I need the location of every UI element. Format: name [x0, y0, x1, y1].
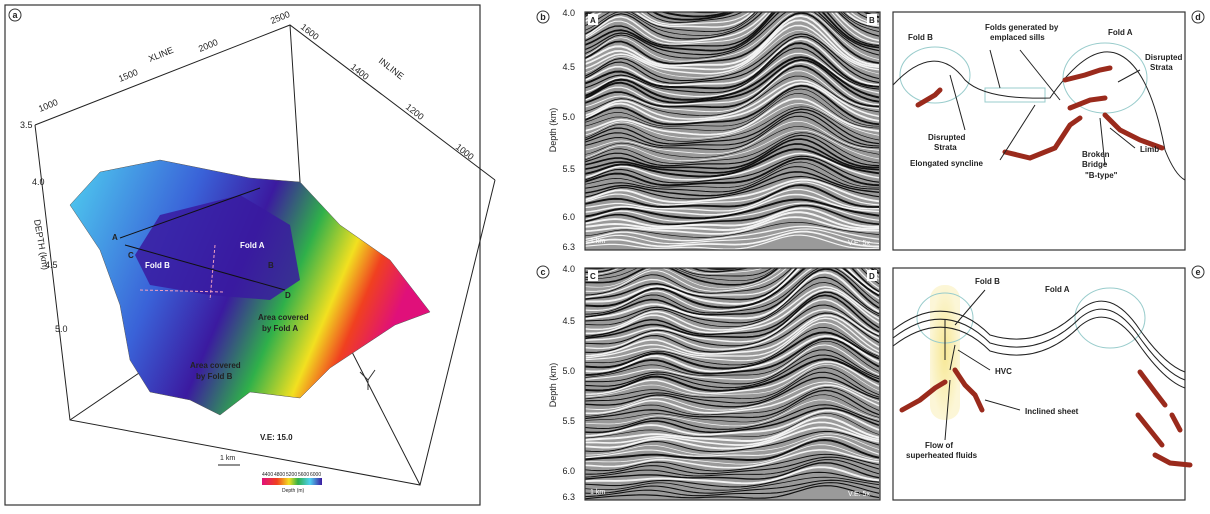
annotation: Broken	[1082, 150, 1110, 159]
section-end: B	[869, 16, 875, 25]
y-axis-title: Depth (km)	[548, 108, 558, 153]
annotation: Folds generated by	[985, 23, 1059, 32]
area-label: by Fold B	[196, 372, 233, 381]
annotation: "B-type"	[1085, 171, 1118, 180]
fold-label: Fold A	[240, 241, 265, 250]
colorbar-tick: 5600	[298, 472, 309, 478]
xline-tick: 2000	[197, 37, 219, 54]
depth-tick: 4.0	[32, 177, 45, 187]
reflector	[585, 0, 879, 3]
annotation: Fold A	[1045, 285, 1070, 294]
sill	[1065, 68, 1110, 80]
panel-a: a 1000 1500 2000 2500 XLINE 1600 1400 12…	[5, 5, 495, 505]
inline-tick: 1000	[454, 142, 476, 162]
y-tick: 4.5	[562, 316, 575, 326]
panel-label: d	[1195, 12, 1201, 22]
annotation: emplaced sills	[990, 33, 1045, 42]
reflector	[585, 0, 879, 5]
vertical-exaggeration: V.E: 15.0	[260, 433, 293, 442]
annotation: superheated fluids	[906, 451, 978, 460]
y-tick: 5.5	[562, 416, 575, 426]
inline-tick: 1600	[299, 22, 321, 42]
inline-tick: 1400	[349, 62, 371, 82]
colorbar	[262, 478, 322, 485]
point-label: A	[112, 233, 118, 242]
panel-label: e	[1195, 267, 1200, 277]
y-axis-title: Depth (km)	[548, 363, 558, 408]
colorbar-tick: 4800	[274, 472, 285, 478]
panel-e: e Fold B Fold A HVC Inclined sheet Flow …	[893, 266, 1204, 500]
y-tick: 6.3	[562, 242, 575, 252]
annotation: Fold A	[1108, 28, 1133, 37]
scale-label: 1 km	[590, 238, 605, 245]
xline-tick: 2500	[269, 9, 291, 26]
sill	[1172, 415, 1180, 430]
y-tick: 6.0	[562, 466, 575, 476]
panel-label: b	[540, 12, 546, 22]
y-tick: 6.0	[562, 212, 575, 222]
frame	[893, 12, 1185, 250]
fold-label: Fold B	[145, 261, 170, 270]
reflector	[585, 0, 879, 8]
syncline-box	[985, 88, 1045, 102]
depth-title: DEPTH (km)	[32, 219, 51, 271]
annotation: Inclined sheet	[1025, 407, 1079, 416]
annotation: Elongated syncline	[910, 159, 983, 168]
vertical-exaggeration: V.E: 5x	[848, 240, 870, 247]
annotation: Limb	[1140, 145, 1159, 154]
xline-tick: 1000	[37, 97, 59, 114]
sill	[1005, 118, 1080, 158]
annotation: Strata	[934, 143, 957, 152]
area-label: Area covered	[258, 313, 309, 322]
scale-label: 1 km	[590, 489, 605, 496]
section-end: A	[590, 16, 596, 25]
panel-label: a	[12, 10, 18, 20]
section-end: C	[590, 272, 596, 281]
sill	[1105, 115, 1162, 148]
annotation: HVC	[995, 367, 1012, 376]
sill	[1138, 415, 1162, 445]
panel-b: b 4.0 4.5 5.0 5.5 6.0 6.3 Depth (km) A B…	[537, 0, 880, 252]
point-label: C	[128, 251, 134, 260]
y-tick: 4.0	[562, 8, 575, 18]
y-tick: 5.0	[562, 366, 575, 376]
colorbar-tick: 5200	[286, 472, 297, 478]
y-tick: 6.3	[562, 492, 575, 502]
annotation: Flow of	[925, 441, 953, 450]
area-label: by Fold A	[262, 324, 298, 333]
depth-tick: 5.0	[55, 324, 68, 334]
y-tick: 5.0	[562, 112, 575, 122]
section-end: D	[869, 272, 875, 281]
colorbar-tick: 4400	[262, 472, 273, 478]
reflector	[585, 0, 879, 13]
annotation: Disrupted	[928, 133, 965, 142]
annotation: Fold B	[908, 33, 933, 42]
annotation: Disrupted	[1145, 53, 1182, 62]
vertical-exaggeration: V.E: 5x	[848, 491, 870, 498]
area-label: Area covered	[190, 361, 241, 370]
colorbar-tick: 6000	[310, 472, 321, 478]
colorbar-title: Depth (m)	[282, 488, 305, 494]
y-tick: 4.5	[562, 62, 575, 72]
point-label: D	[285, 291, 291, 300]
annotation: Fold B	[975, 277, 1000, 286]
scale-label: 1 km	[220, 455, 235, 462]
xline-title: XLINE	[147, 45, 175, 64]
panel-label: c	[540, 267, 545, 277]
sill	[1140, 372, 1165, 405]
point-label: B	[268, 261, 274, 270]
y-tick: 5.5	[562, 164, 575, 174]
xline-tick: 1500	[117, 67, 139, 84]
inline-title: INLINE	[377, 56, 406, 82]
depth-tick: 3.5	[20, 120, 33, 130]
panel-d: d Fold B Folds generated by emplaced sil…	[893, 11, 1204, 250]
y-tick: 4.0	[562, 264, 575, 274]
annotation: Bridge	[1082, 160, 1108, 169]
annotation: Strata	[1150, 63, 1173, 72]
